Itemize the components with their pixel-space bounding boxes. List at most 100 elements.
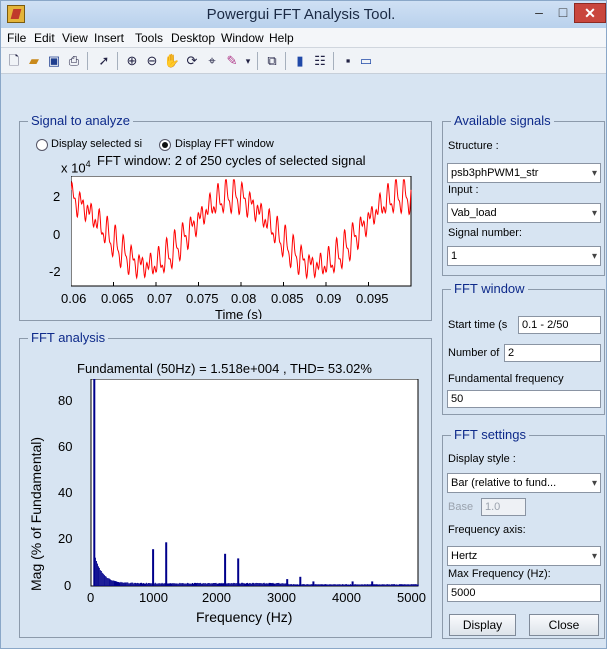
fft-bar xyxy=(261,583,262,586)
fft-bar xyxy=(331,584,332,586)
link-icon[interactable]: ⧉ xyxy=(263,52,281,70)
zoom-in-icon[interactable]: ⊕ xyxy=(123,52,141,70)
fft-bar xyxy=(171,583,172,586)
fft-bar xyxy=(408,584,409,586)
fft-bar xyxy=(414,584,415,586)
fft-bar xyxy=(201,584,202,586)
fft-bar xyxy=(215,583,216,586)
colorbar-icon[interactable]: ▮ xyxy=(291,52,309,70)
display-button[interactable]: Display xyxy=(449,614,516,636)
fft-bar xyxy=(125,583,126,586)
fft-bar xyxy=(316,584,317,586)
fft-axes[interactable] xyxy=(21,379,431,609)
fft-bar xyxy=(185,584,186,587)
fft-bar xyxy=(182,583,183,586)
fft-bar xyxy=(325,584,326,586)
menu-insert[interactable]: Insert xyxy=(94,31,124,45)
rotate-icon[interactable]: ⟳ xyxy=(183,52,201,70)
fft-bar xyxy=(172,583,173,586)
fft-bar xyxy=(121,582,122,586)
fft-bar xyxy=(377,584,378,586)
fft-summary-text: Fundamental (50Hz) = 1.518e+004 , THD= 5… xyxy=(77,361,372,376)
fft-bar xyxy=(98,566,99,586)
frequency-axis-select[interactable]: Hertz ▾ xyxy=(447,546,601,566)
signal-number-select[interactable]: 1 ▾ xyxy=(447,246,601,266)
fft-bar xyxy=(303,584,304,586)
fft-peak-bar xyxy=(312,581,314,586)
fft-bar xyxy=(355,584,356,586)
signal-ytick-minus2: -2 xyxy=(49,264,61,279)
show-plot-icon[interactable]: ▭ xyxy=(357,52,375,70)
print-icon[interactable]: ⎙ xyxy=(65,52,83,70)
fft-bar xyxy=(198,583,199,586)
fft-bar xyxy=(321,584,322,586)
fft-bar xyxy=(240,584,241,587)
fft-bar xyxy=(144,584,145,587)
fft-bar xyxy=(364,584,365,586)
fft-bar xyxy=(416,584,417,586)
fft-bar xyxy=(348,585,349,587)
fft-bar xyxy=(320,584,321,586)
fundamental-frequency-field[interactable]: 50 xyxy=(447,390,601,408)
fft-bar xyxy=(212,584,213,587)
fft-bar xyxy=(307,584,308,586)
signal-xtick: 0.07 xyxy=(147,291,172,306)
fft-bar xyxy=(211,583,212,586)
save-icon[interactable]: ▣ xyxy=(45,52,63,70)
fft-bar xyxy=(235,583,236,586)
fft-bar xyxy=(366,585,367,587)
fft-bar xyxy=(332,584,333,586)
open-folder-icon[interactable]: ▰ xyxy=(25,52,43,70)
menu-tools[interactable]: Tools xyxy=(135,31,163,45)
menu-desktop[interactable]: Desktop xyxy=(171,31,215,45)
fft-bar xyxy=(119,583,120,586)
fft-ytick: 0 xyxy=(64,578,71,593)
fft-bar xyxy=(395,585,396,586)
fft-bar xyxy=(291,584,292,586)
menu-window[interactable]: Window xyxy=(221,31,264,45)
radio-display-selected-signal[interactable] xyxy=(36,139,48,151)
fft-bar xyxy=(258,583,259,586)
close-window-button[interactable]: ✕ xyxy=(574,3,606,23)
max-frequency-field[interactable]: 5000 xyxy=(447,584,601,602)
fft-bar xyxy=(100,570,101,586)
fft-bar xyxy=(97,564,98,586)
fft-bar xyxy=(267,583,268,586)
close-button[interactable]: Close xyxy=(529,614,599,636)
pan-icon[interactable]: ✋ xyxy=(163,52,181,70)
radio-display-fft-window[interactable] xyxy=(159,139,171,151)
menu-help[interactable]: Help xyxy=(269,31,294,45)
fft-bar xyxy=(219,583,220,586)
signal-panel-title: Signal to analyze xyxy=(28,113,133,128)
structure-select[interactable]: psb3phPWM1_str ▾ xyxy=(447,163,601,183)
zoom-out-icon[interactable]: ⊖ xyxy=(143,52,161,70)
input-select-value: Vab_load xyxy=(451,207,497,219)
fft-bar xyxy=(384,584,385,586)
fft-bar xyxy=(156,584,157,586)
toolbar-separator xyxy=(285,52,286,70)
start-time-field[interactable]: 0.1 - 2/50 xyxy=(518,316,601,334)
fft-bar xyxy=(319,584,320,586)
fft-bar xyxy=(270,583,271,586)
fft-bar xyxy=(133,583,134,586)
pointer-icon[interactable]: ➚ xyxy=(95,52,113,70)
menu-file[interactable]: File xyxy=(7,31,26,45)
new-file-icon[interactable]: 🗋 xyxy=(5,52,23,70)
maximize-button[interactable]: □ xyxy=(552,3,574,23)
signal-xtick: 0.09 xyxy=(316,291,341,306)
menu-view[interactable]: View xyxy=(62,31,88,45)
legend-icon[interactable]: ☷ xyxy=(311,52,329,70)
menu-edit[interactable]: Edit xyxy=(34,31,55,45)
display-style-select[interactable]: Bar (relative to fund... ▾ xyxy=(447,473,601,493)
data-cursor-icon[interactable]: ⌖ xyxy=(203,52,221,70)
frequency-axis-value: Hertz xyxy=(451,550,477,562)
fft-bar xyxy=(310,585,311,587)
brush-dropdown-icon[interactable]: ▾ xyxy=(239,52,257,70)
minimize-button[interactable]: – xyxy=(526,3,552,23)
signal-xtick: 0.095 xyxy=(356,291,389,306)
input-select[interactable]: Vab_load ▾ xyxy=(447,203,601,223)
fft-bar xyxy=(220,583,221,586)
fft-bar xyxy=(218,584,219,586)
hide-plot-icon[interactable]: ▪ xyxy=(339,52,357,70)
number-of-cycles-field[interactable]: 2 xyxy=(504,344,601,362)
